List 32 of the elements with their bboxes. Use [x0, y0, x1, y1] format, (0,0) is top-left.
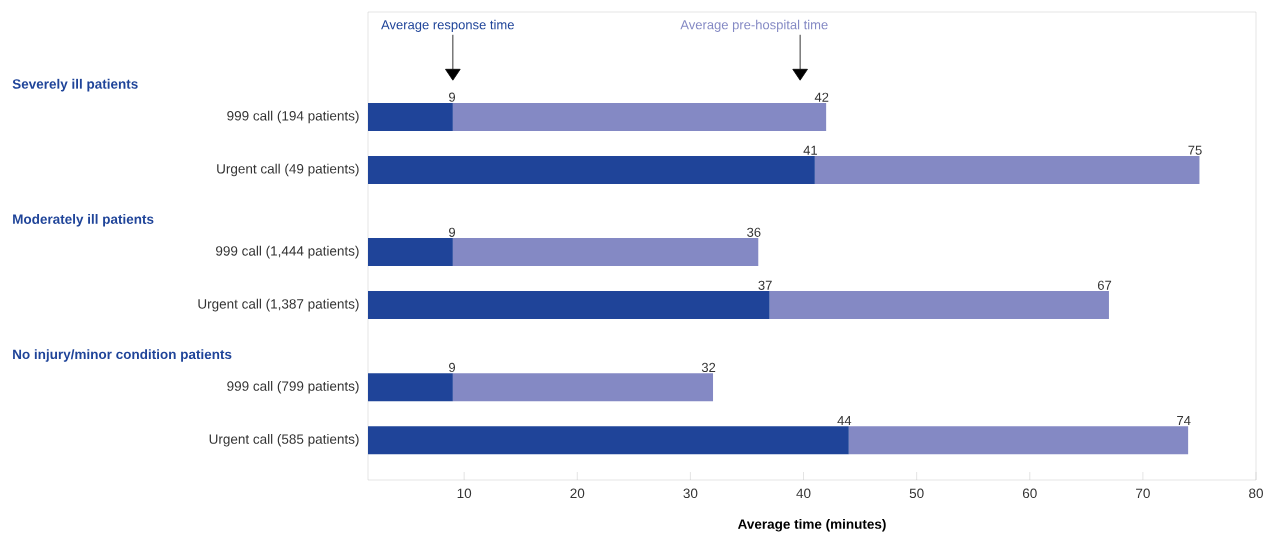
text: Severely ill patients: [12, 78, 138, 92]
annotation: 75: [1188, 145, 1202, 155]
x-axis-title: Average time (minutes): [737, 518, 886, 532]
y-tick-label: Urgent call (1,387 patients): [198, 298, 359, 312]
x-tick-label: 40: [796, 488, 811, 499]
x-tick-label: 50: [909, 488, 924, 499]
text: No injury/minor condition patients: [13, 349, 232, 362]
y-tick-label: 999 call (1,444 patients): [216, 245, 359, 259]
x-tick-label: 70: [1136, 488, 1150, 499]
text: Moderately ill patients: [13, 214, 154, 227]
y-tick-label: 999 call (194 patients): [227, 110, 359, 124]
data-label: 9: [449, 92, 456, 102]
data-label: 41: [803, 145, 817, 155]
data-label: 44: [837, 416, 852, 426]
data-label: 37: [758, 280, 772, 290]
annotation: 74: [1177, 416, 1191, 426]
annotation: 36: [747, 227, 761, 237]
y-tick-label: Urgent call (49 patients): [217, 163, 359, 177]
annotation: 32: [701, 362, 716, 373]
y-tick-label: Urgent call (585 patients): [209, 433, 359, 447]
annotation: 42: [814, 92, 829, 102]
x-tick-label: 60: [1022, 488, 1037, 499]
x-tick-label: 30: [683, 488, 698, 499]
y-tick-label: 999 call (799 patients): [227, 380, 359, 394]
text: Average pre-hospital time: [680, 19, 828, 32]
x-tick-label: 20: [570, 488, 585, 499]
data-label: 9: [449, 227, 456, 237]
annotation: 67: [1097, 280, 1112, 290]
data-label: 9: [449, 362, 456, 373]
text: Average response time: [381, 19, 514, 32]
x-tick-label: 80: [1249, 488, 1263, 499]
x-tick-label: 10: [457, 488, 472, 499]
